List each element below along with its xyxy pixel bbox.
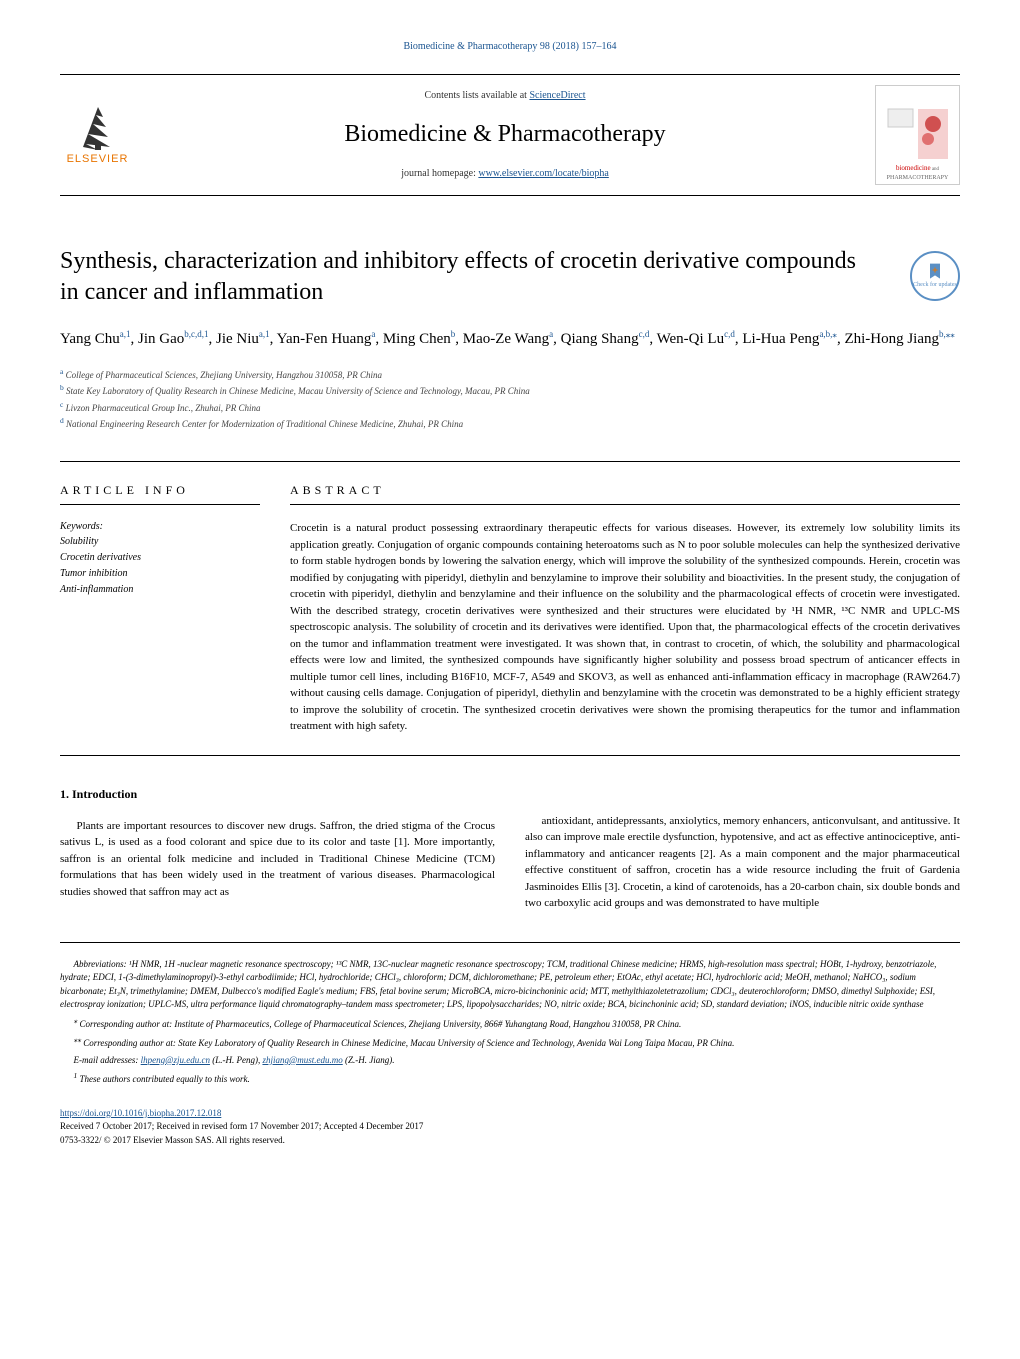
sciencedirect-link[interactable]: ScienceDirect <box>529 90 585 101</box>
body-col-left: 1. Introduction Plants are important res… <box>60 786 495 912</box>
author-10: , Zhi-Hong Jiang <box>837 331 939 347</box>
article-info-column: ARTICLE INFO Keywords: Solubility Crocet… <box>60 482 260 734</box>
contents-text: Contents lists available at <box>424 90 529 101</box>
email-1-link[interactable]: lhpeng@zju.edu.cn <box>141 1055 210 1065</box>
body-columns: 1. Introduction Plants are important res… <box>60 786 960 912</box>
author-2-sup: b,c,d,1 <box>184 329 208 339</box>
keyword-4: Anti-inflammation <box>60 582 260 598</box>
cover-text-2: PHARMACOTHERAPY <box>887 174 949 182</box>
article-info-head: ARTICLE INFO <box>60 482 260 505</box>
author-2: , Jin Gao <box>131 331 185 347</box>
footnotes: Abbreviations: ¹H NMR, 1H -nuclear magne… <box>60 942 960 1087</box>
abstract-head: ABSTRACT <box>290 482 960 505</box>
affil-b: State Key Laboratory of Quality Research… <box>64 386 530 396</box>
affil-d: National Engineering Research Center for… <box>64 419 463 429</box>
keyword-1: Solubility <box>60 534 260 550</box>
article-title-text: Synthesis, characterization and inhibito… <box>60 248 856 305</box>
keywords-head: Keywords: <box>60 520 260 534</box>
email-2-link[interactable]: zhjiang@must.edu.mo <box>262 1055 342 1065</box>
homepage-text: journal homepage: <box>401 168 478 179</box>
keyword-2: Crocetin derivatives <box>60 550 260 566</box>
publisher-name: ELSEVIER <box>67 152 129 167</box>
authors-list: Yang Chua,1, Jin Gaob,c,d,1, Jie Niua,1,… <box>60 328 960 351</box>
cover-graphic-icon <box>883 104 953 164</box>
abbrev-label: Abbreviations: <box>74 959 127 969</box>
intro-text-1: Plants are important resources to discov… <box>60 818 495 901</box>
email-label: E-mail addresses: <box>74 1055 141 1065</box>
header-center: Contents lists available at ScienceDirec… <box>135 89 875 181</box>
bookmark-icon <box>925 262 945 282</box>
abstract-column: ABSTRACT Crocetin is a natural product p… <box>290 482 960 734</box>
author-10-sup: b,⁎⁎ <box>939 329 955 339</box>
author-7-sup: c,d <box>639 329 650 339</box>
cover-text-and: and <box>931 167 939 172</box>
corr2-sup: ⁎⁎ <box>74 1035 82 1044</box>
author-3-sup: a,1 <box>259 329 270 339</box>
journal-title: Biomedicine & Pharmacotherapy <box>135 118 875 152</box>
article-footer: https://doi.org/10.1016/j.biopha.2017.12… <box>60 1107 960 1148</box>
cover-text-1: biomedicine <box>896 164 931 172</box>
author-3: , Jie Niu <box>209 331 259 347</box>
author-1-sup: a,1 <box>120 329 131 339</box>
citation-header: Biomedicine & Pharmacotherapy 98 (2018) … <box>60 40 960 54</box>
info-abstract-section: ARTICLE INFO Keywords: Solubility Crocet… <box>60 461 960 755</box>
author-4: , Yan-Fen Huang <box>270 331 372 347</box>
affil-c: Livzon Pharmaceutical Group Inc., Zhuhai… <box>63 403 260 413</box>
journal-header-bar: ELSEVIER Contents lists available at Sci… <box>60 74 960 196</box>
abstract-text: Crocetin is a natural product possessing… <box>290 520 960 735</box>
affiliations: a College of Pharmaceutical Sciences, Zh… <box>60 366 960 432</box>
check-updates-badge[interactable]: Check for updates <box>910 251 960 301</box>
intro-head: 1. Introduction <box>60 786 495 803</box>
affil-a: College of Pharmaceutical Sciences, Zhej… <box>63 370 382 380</box>
article-title: Synthesis, characterization and inhibito… <box>60 246 960 308</box>
doi-link[interactable]: https://doi.org/10.1016/j.biopha.2017.12… <box>60 1108 221 1118</box>
author-9-sup: a,b,⁎ <box>819 329 837 339</box>
author-5: , Ming Chen <box>375 331 450 347</box>
author-1: Yang Chu <box>60 331 120 347</box>
email-2-name: (Z.-H. Jiang). <box>343 1055 395 1065</box>
elsevier-tree-icon <box>68 102 128 152</box>
author-8-sup: c,d <box>724 329 735 339</box>
homepage-link[interactable]: www.elsevier.com/locate/biopha <box>478 168 608 179</box>
updates-label: Check for updates <box>913 282 957 290</box>
journal-cover-thumb: biomedicine and PHARMACOTHERAPY <box>875 85 960 185</box>
author-6: , Mao-Ze Wang <box>455 331 549 347</box>
author-9: , Li-Hua Peng <box>735 331 820 347</box>
copyright-text: 0753-3322/ © 2017 Elsevier Masson SAS. A… <box>60 1134 960 1148</box>
author-7: , Qiang Shang <box>553 331 638 347</box>
keyword-3: Tumor inhibition <box>60 566 260 582</box>
elsevier-logo: ELSEVIER <box>60 95 135 175</box>
equal-text: These authors contributed equally to thi… <box>77 1074 250 1084</box>
email-1-name: (L.-H. Peng), <box>210 1055 263 1065</box>
abbrev-text: ¹H NMR, 1H -nuclear magnetic resonance s… <box>60 959 936 1010</box>
keywords-list: Solubility Crocetin derivatives Tumor in… <box>60 534 260 598</box>
author-8: , Wen-Qi Lu <box>649 331 724 347</box>
intro-text-2: antioxidant, antidepressants, anxiolytic… <box>525 813 960 912</box>
body-col-right: antioxidant, antidepressants, anxiolytic… <box>525 786 960 912</box>
dates-text: Received 7 October 2017; Received in rev… <box>60 1120 960 1134</box>
corr2-text: Corresponding author at: State Key Labor… <box>81 1038 734 1048</box>
corr1-text: Corresponding author at: Institute of Ph… <box>77 1019 681 1029</box>
